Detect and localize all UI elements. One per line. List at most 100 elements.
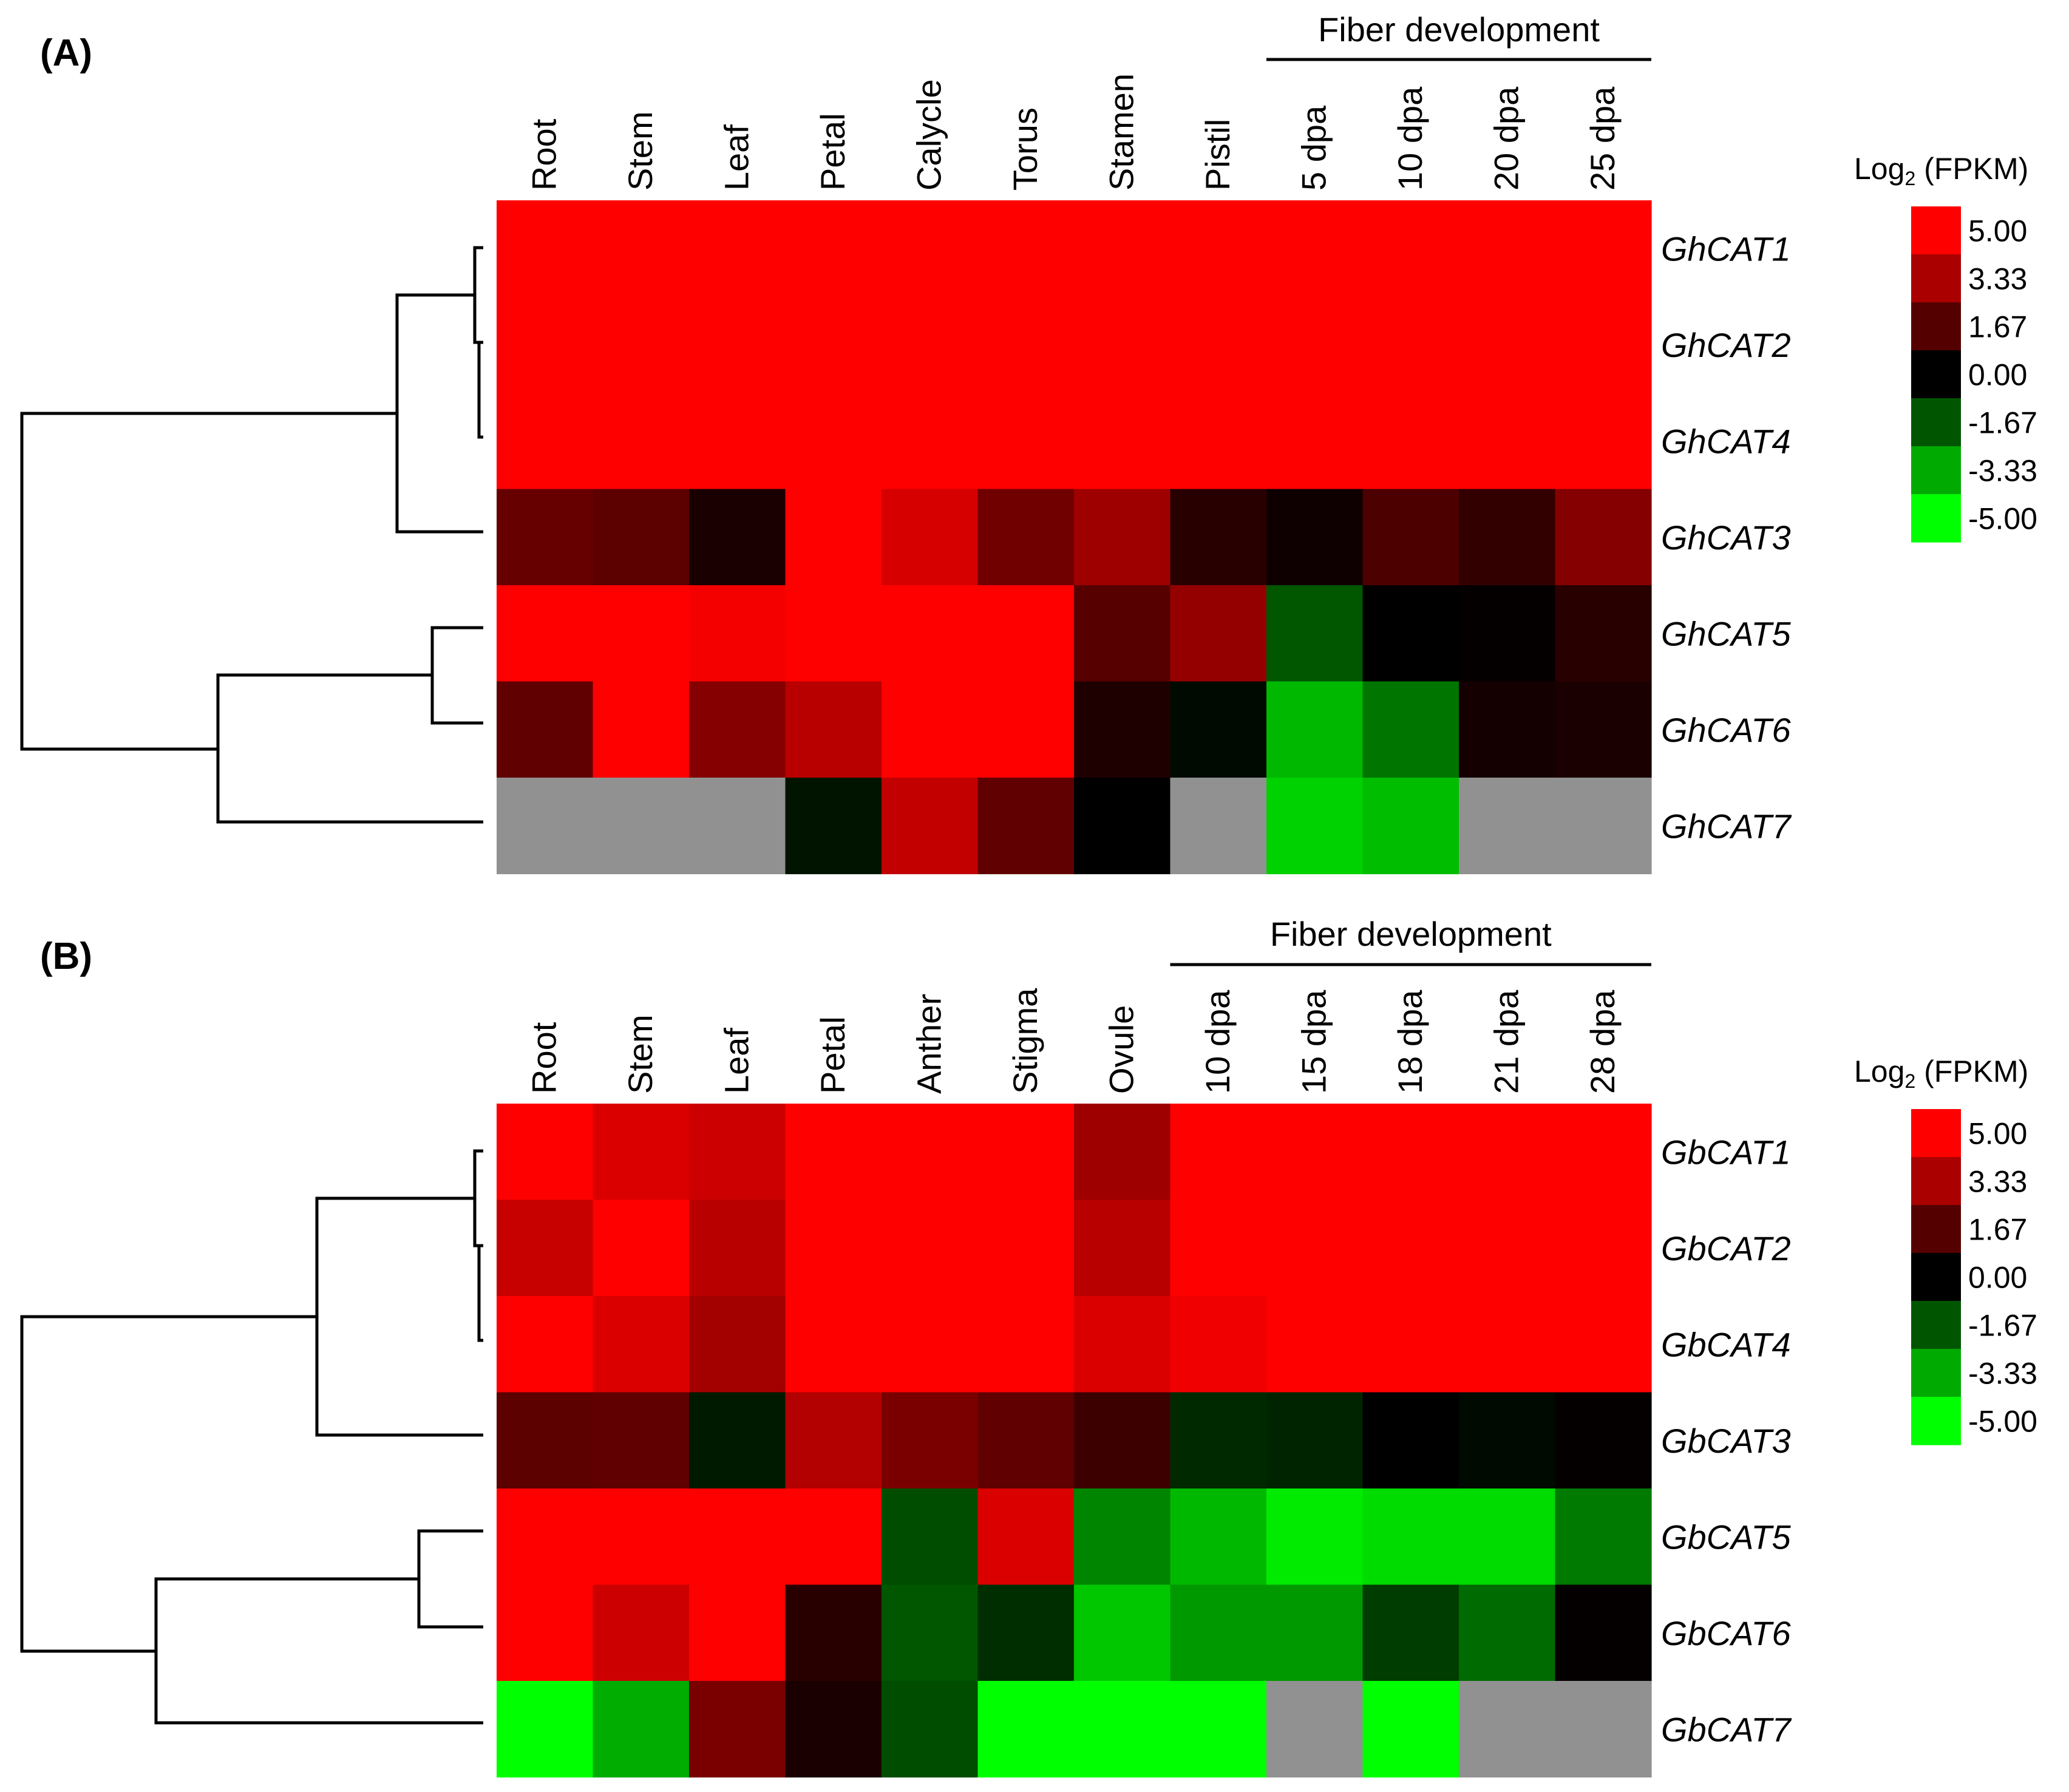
heatmap-cell	[1170, 1296, 1267, 1393]
heatmap-cell	[1074, 1296, 1171, 1393]
heatmap-cell	[1266, 585, 1364, 682]
heatmap-cell	[1362, 681, 1459, 778]
heatmap-cell	[497, 585, 594, 682]
heatmap-cell	[1555, 393, 1652, 490]
heatmap-cell	[977, 393, 1075, 490]
heatmap-cell	[1074, 393, 1171, 490]
fiber-development-label: Fiber development	[1318, 10, 1600, 49]
heatmap-cell	[1555, 778, 1652, 875]
legend-title-base: Log	[1854, 152, 1904, 186]
row-label: GbCAT2	[1661, 1229, 1791, 1268]
heatmap-cell	[977, 585, 1075, 682]
legend-swatch	[1911, 1397, 1961, 1445]
heatmap-cell	[689, 1296, 786, 1393]
heatmap-cell	[1074, 200, 1171, 297]
heatmap-cell	[977, 489, 1075, 586]
fiber-development-label: Fiber development	[1270, 915, 1552, 953]
heatmap-cell	[977, 778, 1075, 875]
heatmap-cell	[593, 681, 690, 778]
heatmap-cell	[1266, 778, 1364, 875]
heatmap-cell	[497, 1584, 594, 1682]
heatmap-cell	[689, 585, 786, 682]
heatmap-cell	[1074, 1104, 1171, 1201]
legend-title: Log2 (FPKM)	[1854, 152, 2028, 189]
heatmap-cell	[1170, 200, 1267, 297]
heatmap-cell	[1459, 585, 1556, 682]
row-label: GhCAT3	[1661, 518, 1791, 557]
heatmap-cell	[1266, 1104, 1364, 1201]
heatmap-cell	[785, 1584, 882, 1682]
dendrogram-branch	[20, 412, 397, 751]
column-label: Stem	[621, 111, 659, 191]
legend-title-subscript: 2	[1904, 168, 1915, 189]
heatmap-cell	[689, 1584, 786, 1682]
heatmap-cell	[1170, 1392, 1267, 1489]
heatmap-cell	[785, 489, 882, 586]
heatmap-cell	[1362, 778, 1459, 875]
heatmap-cell	[689, 681, 786, 778]
heatmap-cell	[1362, 1681, 1459, 1778]
row-label: GbCAT3	[1661, 1422, 1791, 1460]
heatmap-cell	[1459, 1200, 1556, 1297]
column-label: 21 dpa	[1487, 989, 1525, 1094]
heatmap-cell	[785, 1392, 882, 1489]
legend-swatch	[1911, 1157, 1961, 1206]
row-label: GbCAT7	[1661, 1710, 1792, 1748]
heatmap-cell	[1074, 1392, 1171, 1489]
column-label: Ovule	[1102, 1005, 1140, 1094]
heatmap-cell	[882, 585, 979, 682]
legend-tick-label: 0.00	[1968, 358, 2027, 392]
legend-title-rest: (FPKM)	[1915, 1054, 2028, 1088]
legend-title: Log2 (FPKM)	[1854, 1054, 2028, 1092]
heatmap-cell	[497, 489, 594, 586]
heatmap-cell	[689, 1488, 786, 1586]
heatmap-cell	[1074, 1681, 1171, 1778]
heatmap-cell	[1170, 778, 1267, 875]
heatmap-cell	[593, 1584, 690, 1682]
heatmap-cell	[882, 200, 979, 297]
heatmap-cell	[1459, 1681, 1556, 1778]
heatmap-cell	[1459, 1488, 1556, 1586]
heatmap-cell	[977, 296, 1075, 393]
heatmap-cell	[785, 393, 882, 490]
heatmap-cell	[593, 393, 690, 490]
dendrogram-branch	[216, 673, 483, 824]
heatmap-cell	[1459, 1392, 1556, 1489]
heatmap-cell	[882, 393, 979, 490]
column-label: 10 dpa	[1198, 989, 1237, 1094]
heatmap-cell	[1362, 1584, 1459, 1682]
column-label: Leaf	[717, 124, 755, 191]
heatmap-cell	[497, 1392, 594, 1489]
column-label: 20 dpa	[1487, 86, 1525, 191]
heatmap-cell	[1555, 489, 1652, 586]
column-label: Stamen	[1102, 73, 1140, 191]
heatmap-cell	[689, 1200, 786, 1297]
legend-tick-label: 1.67	[1968, 310, 2027, 344]
heatmap-cell	[1170, 1200, 1267, 1297]
column-label: Root	[525, 1022, 563, 1094]
column-label: 28 dpa	[1583, 989, 1622, 1094]
heatmap-cell	[882, 1200, 979, 1297]
heatmap-cell	[882, 1584, 979, 1682]
legend-title-rest: (FPKM)	[1915, 152, 2028, 186]
heatmap-cell	[1074, 1200, 1171, 1297]
column-label: 25 dpa	[1583, 86, 1622, 191]
legend-swatch	[1911, 398, 1961, 447]
heatmap-cell	[785, 681, 882, 778]
row-label: GhCAT5	[1661, 614, 1792, 653]
heatmap-cell	[1555, 1392, 1652, 1489]
row-label: GbCAT6	[1661, 1614, 1792, 1652]
heatmap-cell	[1362, 393, 1459, 490]
heatmap-cell	[1170, 681, 1267, 778]
dendrogram-branch	[477, 1244, 483, 1342]
heatmap-cell	[593, 1392, 690, 1489]
heatmap-cell	[1170, 1584, 1267, 1682]
heatmap-cell	[785, 1200, 882, 1297]
heatmap-cell	[882, 1681, 979, 1778]
heatmap-cell	[1362, 489, 1459, 586]
heatmap-cell	[882, 1104, 979, 1201]
legend-swatch	[1911, 302, 1961, 351]
heatmap-cell	[785, 1488, 882, 1586]
heatmap-cell	[689, 489, 786, 586]
heatmap-cell	[1555, 585, 1652, 682]
